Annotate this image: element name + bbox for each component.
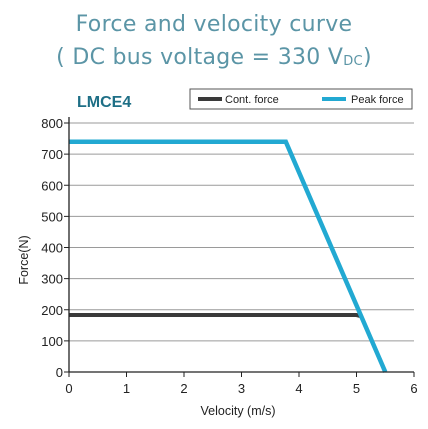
series-line-cont-force <box>69 313 361 318</box>
tick-labels: 0 1 2 3 4 5 6 0 100 200 300 400 500 600 700 800 <box>41 116 417 396</box>
subtitle-subscript: DC <box>343 54 363 69</box>
legend-box <box>189 88 413 110</box>
y-tick-label-600: 600 <box>41 178 63 193</box>
x-tick-label-1: 1 <box>123 381 130 396</box>
chart-subtitle: ( DC bus voltage = 330 VDC) <box>0 45 428 70</box>
y-axis-label: Force(N) <box>17 235 31 284</box>
x-tick-label-0: 0 <box>65 381 72 396</box>
series-line-peak-force <box>69 139 388 373</box>
x-tick-label-6: 6 <box>410 381 417 396</box>
y-tick-label-100: 100 <box>41 334 63 349</box>
y-tick-label-200: 200 <box>41 303 63 318</box>
x-tick-label-3: 3 <box>238 381 245 396</box>
axes <box>64 117 415 377</box>
y-tick-label-0: 0 <box>56 365 63 380</box>
legend-label-peak-force: Peak force <box>351 94 404 106</box>
subtitle-suffix: ) <box>362 45 372 70</box>
grid <box>69 122 414 342</box>
legend-label-cont-force: Cont. force <box>225 94 279 106</box>
y-tick-label-700: 700 <box>41 147 63 162</box>
x-axis-label: Velocity (m/s) <box>200 404 275 418</box>
series-group <box>69 139 388 373</box>
y-tick-label-400: 400 <box>41 241 63 256</box>
chart-title: Force and velocity curve <box>75 12 353 37</box>
model-label: LMCE4 <box>77 94 131 111</box>
y-tick-label-500: 500 <box>41 209 63 224</box>
legend: Cont. force Peak force <box>189 88 413 110</box>
y-tick-label-300: 300 <box>41 272 63 287</box>
x-tick-label-5: 5 <box>353 381 360 396</box>
x-tick-label-2: 2 <box>180 381 187 396</box>
subtitle-prefix: ( DC bus voltage = 330 V <box>56 45 344 70</box>
x-tick-label-4: 4 <box>295 381 302 396</box>
y-tick-label-800: 800 <box>41 116 63 131</box>
